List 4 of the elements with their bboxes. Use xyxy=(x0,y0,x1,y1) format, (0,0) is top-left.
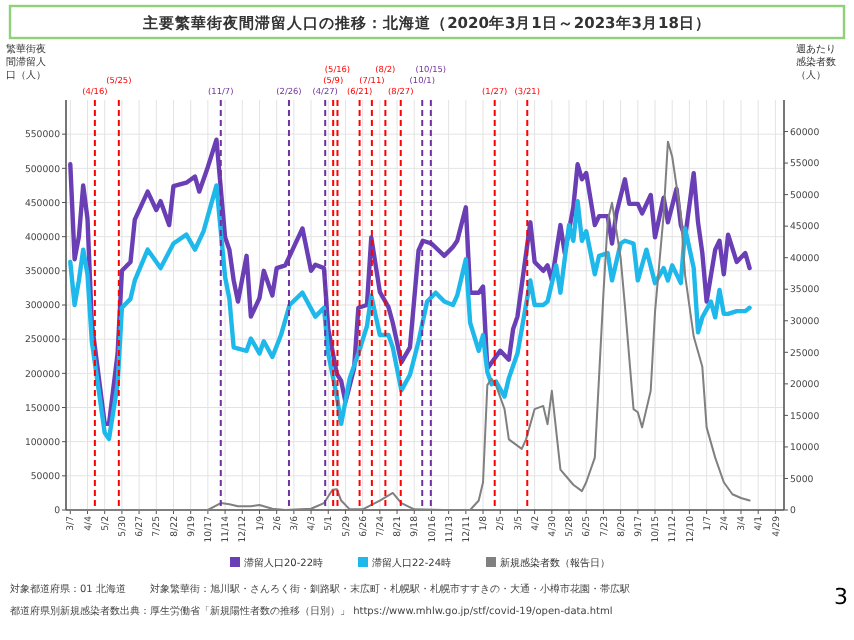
text: 3 xyxy=(834,584,848,610)
line-series xyxy=(68,137,752,427)
line-series xyxy=(69,140,751,511)
line-series xyxy=(68,183,752,442)
